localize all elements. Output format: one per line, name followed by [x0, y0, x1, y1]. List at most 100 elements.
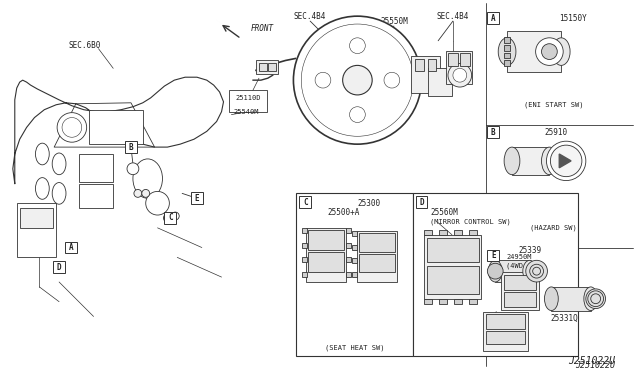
Circle shape [315, 72, 331, 88]
Text: FRONT: FRONT [251, 25, 274, 33]
Circle shape [448, 63, 472, 87]
Bar [300, 196, 311, 208]
Bar [20, 208, 53, 228]
Bar [360, 254, 395, 272]
Ellipse shape [35, 177, 49, 199]
Bar [504, 37, 510, 43]
Bar [308, 253, 344, 272]
Circle shape [142, 189, 150, 197]
Text: 25540M: 25540M [234, 109, 259, 115]
Bar [413, 193, 578, 356]
Bar [308, 230, 344, 250]
Bar [353, 244, 357, 250]
Circle shape [384, 72, 400, 88]
Text: J251022U: J251022U [575, 361, 616, 370]
Bar [454, 230, 462, 235]
Bar [302, 228, 307, 233]
Circle shape [349, 38, 365, 54]
Text: 25331Q: 25331Q [550, 314, 578, 323]
Ellipse shape [488, 260, 502, 282]
Bar [446, 51, 472, 84]
Ellipse shape [504, 147, 520, 175]
Circle shape [586, 289, 605, 309]
Ellipse shape [545, 287, 558, 311]
Bar [229, 90, 267, 112]
Bar [504, 275, 536, 290]
Bar [164, 212, 176, 224]
Circle shape [172, 212, 179, 220]
Bar [79, 183, 113, 208]
Bar [357, 231, 397, 282]
Bar [353, 259, 357, 263]
Bar [268, 63, 276, 71]
Bar [468, 299, 477, 304]
Bar [346, 243, 351, 247]
Text: E: E [195, 194, 199, 203]
Bar [428, 266, 479, 294]
Text: E: E [491, 251, 495, 260]
Ellipse shape [498, 38, 516, 65]
Text: 25330A: 25330A [566, 300, 594, 309]
Bar [256, 61, 278, 74]
Bar [507, 31, 561, 72]
Bar [306, 228, 346, 282]
Text: (4WD SW): (4WD SW) [506, 262, 540, 269]
Text: 25339: 25339 [519, 246, 542, 255]
Circle shape [488, 263, 503, 279]
Text: 25300: 25300 [357, 199, 381, 208]
Text: B: B [129, 142, 133, 152]
Circle shape [192, 193, 202, 203]
Bar [302, 272, 307, 277]
Bar [65, 242, 77, 253]
Circle shape [57, 113, 86, 142]
Bar [468, 230, 477, 235]
Text: (ENI START SW): (ENI START SW) [524, 102, 583, 108]
Circle shape [536, 38, 563, 65]
Text: D: D [419, 198, 424, 207]
Text: C: C [303, 198, 308, 207]
Polygon shape [559, 154, 571, 168]
Bar [424, 230, 432, 235]
Circle shape [342, 65, 372, 95]
Text: 25145P: 25145P [490, 317, 515, 323]
Bar [486, 331, 525, 344]
Bar [488, 250, 499, 261]
Text: 25550M: 25550M [380, 17, 408, 26]
Bar [259, 63, 267, 71]
Bar [88, 110, 143, 144]
Bar [504, 292, 536, 307]
Circle shape [127, 163, 139, 175]
Circle shape [62, 118, 82, 137]
Bar [483, 311, 528, 351]
Bar [504, 45, 510, 51]
Bar [512, 147, 549, 175]
Bar [302, 257, 307, 262]
Text: SEC.4B4: SEC.4B4 [436, 12, 469, 21]
Text: 25910: 25910 [545, 128, 568, 137]
Circle shape [163, 214, 172, 222]
Text: 15150Y: 15150Y [559, 14, 587, 23]
Bar [486, 314, 525, 329]
Bar [346, 272, 351, 277]
Circle shape [301, 24, 413, 136]
Ellipse shape [52, 183, 66, 204]
Bar [415, 196, 428, 208]
Bar [460, 52, 470, 66]
Circle shape [293, 16, 421, 144]
Bar [346, 228, 351, 233]
Ellipse shape [523, 260, 536, 282]
Bar [428, 68, 452, 96]
Bar [411, 55, 440, 93]
Bar [439, 299, 447, 304]
Bar [79, 154, 113, 182]
Text: J251022U: J251022U [568, 356, 616, 366]
Text: C: C [168, 214, 173, 222]
Bar [439, 230, 447, 235]
Text: D: D [57, 263, 61, 272]
Bar [448, 52, 458, 66]
Text: (VDC SW): (VDC SW) [490, 325, 524, 331]
Bar [424, 235, 481, 299]
Ellipse shape [133, 159, 163, 198]
Bar [454, 299, 462, 304]
Circle shape [547, 141, 586, 180]
